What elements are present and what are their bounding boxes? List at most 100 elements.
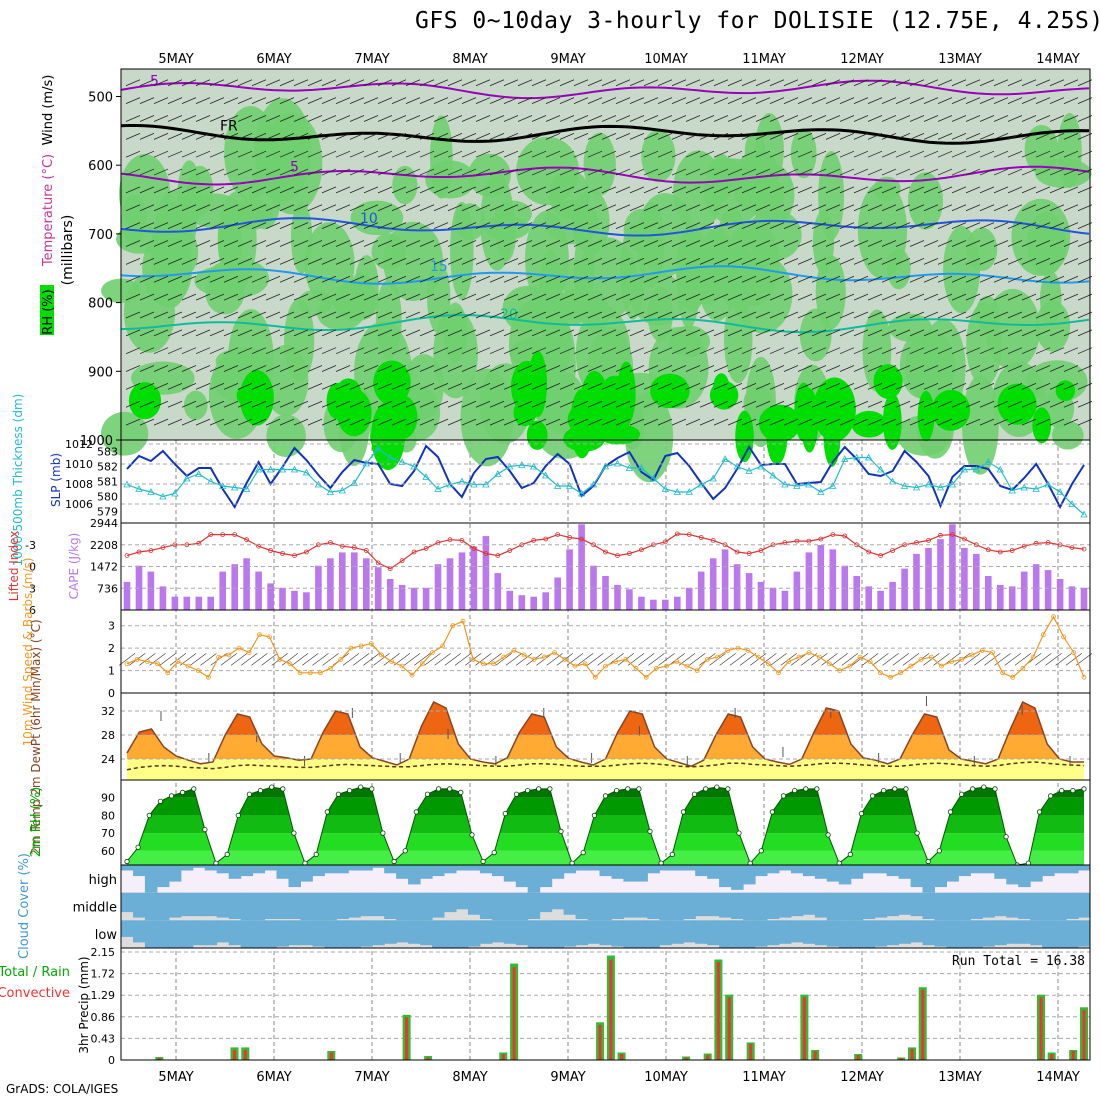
wind-barb [335, 132, 351, 140]
wind-barb [424, 653, 441, 666]
wind-barb [321, 132, 337, 140]
cape-bar [231, 564, 238, 610]
wind-speed-point [277, 657, 283, 662]
wind-barb [601, 275, 617, 283]
wind-barb [1049, 132, 1065, 140]
lifted-index-point [579, 536, 584, 542]
wind-barb [727, 275, 743, 283]
wind-barb [937, 115, 953, 122]
rh-saturated-blob [1032, 407, 1052, 444]
wind-barb [559, 400, 575, 408]
wind-barb [741, 150, 757, 158]
thickness-point [757, 462, 765, 470]
wind-barb [895, 204, 911, 212]
wind-barb [727, 258, 743, 265]
wind-barb [167, 204, 183, 212]
wind-barb [1063, 400, 1079, 408]
cloud-bar [491, 892, 505, 921]
thickness-point [290, 465, 299, 473]
wind-barb [265, 132, 281, 140]
rh-point [413, 809, 419, 815]
wind-speed-point [990, 650, 995, 655]
cloud-bar [372, 892, 385, 917]
wind-barb [895, 115, 911, 122]
wind-barb [895, 329, 911, 337]
wind-barb [559, 222, 575, 230]
wind-barb [237, 132, 253, 140]
wind-barb [937, 293, 953, 301]
thickness-point [577, 489, 586, 497]
wind-barb [965, 115, 981, 122]
wind-barb [643, 258, 659, 265]
wind-barb [559, 258, 575, 265]
wind-barb [433, 132, 449, 140]
wind-barb [629, 293, 645, 301]
wind-barb [447, 311, 463, 319]
wind-barb [251, 383, 267, 390]
thickness-point [673, 488, 681, 495]
wind-barb [741, 186, 757, 194]
cloud-bar [946, 865, 959, 882]
wind-barb [391, 311, 407, 319]
wind-barb [251, 311, 267, 319]
isotherm-label: 5 [150, 74, 159, 90]
wind-barb [699, 204, 715, 212]
wind-speed-point [317, 670, 323, 676]
cloud-bar [384, 865, 397, 874]
wind-barb [769, 240, 785, 247]
wind-barb [699, 132, 715, 140]
wind-barb [377, 365, 393, 372]
wind-speed-point [429, 650, 435, 655]
wind-barb [447, 204, 463, 212]
wind-barb [657, 240, 673, 247]
rh-axis-label: 2m RH (%) [29, 787, 44, 858]
wind-barb [279, 79, 295, 87]
thickness-point [410, 462, 418, 470]
wind-barb [237, 347, 253, 355]
wind-barb [307, 311, 323, 319]
wind-barb [587, 275, 603, 283]
wind-barb [559, 275, 575, 283]
wind-barb [195, 186, 211, 194]
wind-barb [853, 365, 869, 372]
wind-barb [167, 222, 183, 230]
wind-barb [293, 347, 309, 355]
wind-barb [307, 258, 323, 265]
cloud-bar [743, 892, 756, 921]
cloud-bar [312, 865, 325, 877]
wind-barb [923, 258, 939, 265]
wind-barb [447, 115, 463, 122]
wind-speed-point [338, 657, 344, 662]
rh-saturated-blob [997, 383, 1037, 425]
rh-blob [857, 181, 908, 279]
wind-barb [841, 653, 859, 666]
wind-barb [475, 383, 491, 390]
wind-speed-point [979, 648, 985, 653]
wind-barb [475, 79, 491, 87]
cloud-bar [671, 865, 684, 871]
thickness-point [829, 482, 837, 489]
wind-barb [657, 204, 673, 212]
wind-barb [573, 240, 589, 247]
wind-barb [559, 150, 575, 158]
cloud-bar [456, 920, 469, 948]
wind-barb [139, 115, 155, 122]
thickness-point [374, 444, 382, 452]
rh-saturated-blob [917, 390, 935, 442]
wind-barb [629, 150, 645, 158]
wind-barb [293, 240, 309, 247]
wind-barb [769, 418, 785, 426]
wind-barb [979, 240, 995, 247]
slp-tick-label: 1012 [65, 438, 93, 451]
wind-barb [867, 275, 883, 283]
wind-barb [923, 168, 939, 176]
wind-barb [335, 418, 351, 426]
wind-barb [489, 329, 505, 337]
wind-barb [727, 222, 743, 230]
cloud-bar [826, 865, 840, 882]
lifted-index-point [627, 551, 632, 556]
wind-barb [923, 418, 939, 426]
wind-barb [909, 240, 925, 247]
wind-barb [839, 418, 855, 426]
wind-barb [671, 365, 687, 372]
